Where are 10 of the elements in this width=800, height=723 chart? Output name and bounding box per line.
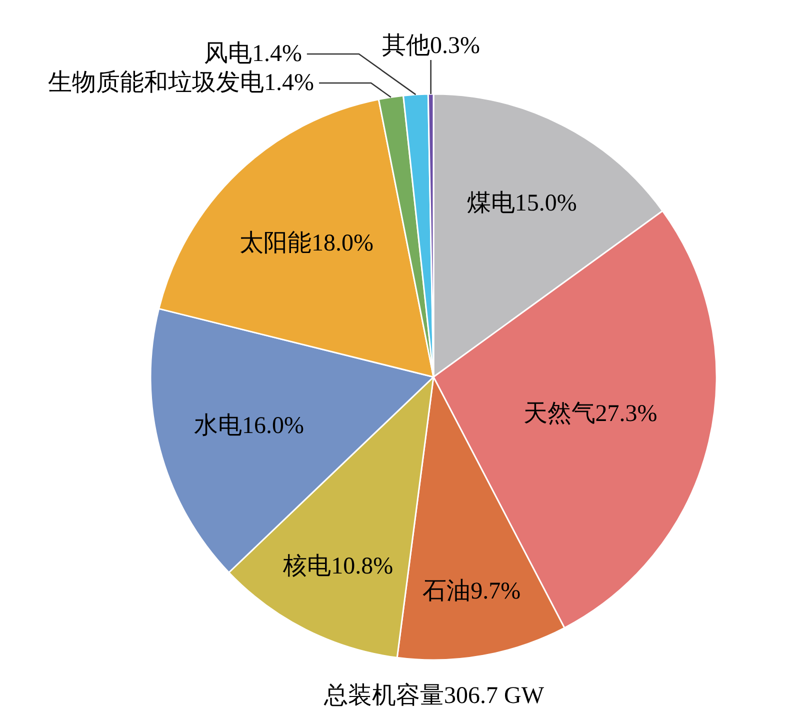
slice-label: 生物质能和垃圾发电1.4%	[48, 70, 314, 96]
slice-label: 其他0.3%	[382, 33, 480, 59]
text: 总装机容量306.7 GW	[323, 682, 544, 709]
slice-label: 煤电15.0%	[466, 190, 577, 217]
slice-label: 太阳能18.0%	[239, 230, 374, 257]
slice-label: 天然气27.3%	[523, 400, 658, 427]
slice-label: 风电1.4%	[204, 41, 302, 67]
slice-label: 水电16.0%	[194, 412, 304, 439]
slice-label: 核电10.8%	[282, 553, 394, 580]
slice-label: 石油9.7%	[422, 578, 521, 604]
